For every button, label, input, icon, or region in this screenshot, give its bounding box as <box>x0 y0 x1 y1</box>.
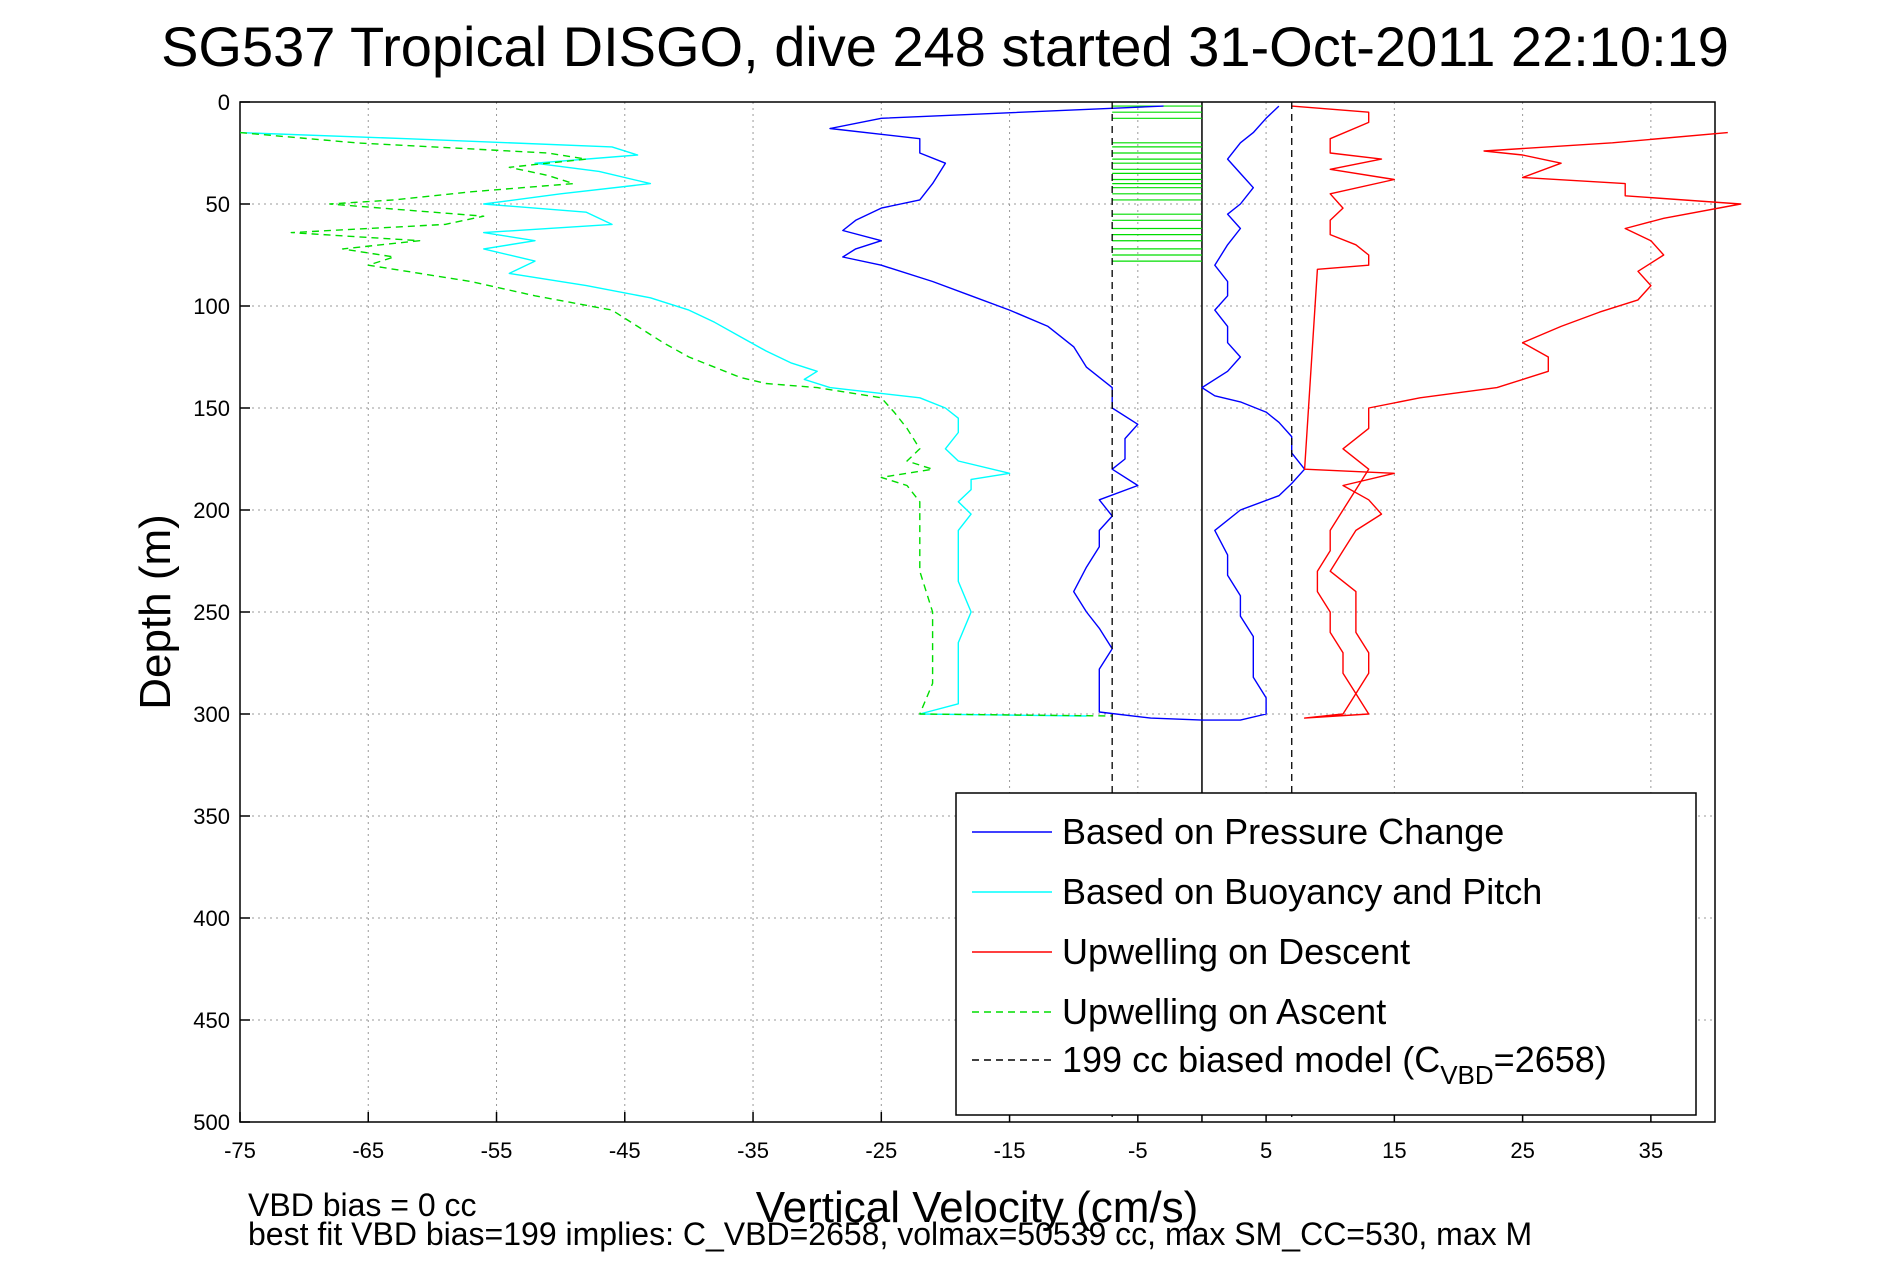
series-group <box>239 102 1742 1122</box>
x-tick-label: 35 <box>1639 1138 1663 1163</box>
y-axis-label: Depth (m) <box>131 514 180 710</box>
chart-title: SG537 Tropical DISGO, dive 248 started 3… <box>161 15 1729 78</box>
y-tick-label: 150 <box>193 396 230 421</box>
y-tick-label: 500 <box>193 1110 230 1135</box>
x-tick-labels: -75 -65 -55 -45 -35 -25 -15 -5 5 15 25 35 <box>224 1138 1663 1163</box>
series-line-2 <box>239 131 1087 717</box>
series-line-1 <box>829 105 1306 721</box>
x-tick-label: 5 <box>1260 1138 1272 1163</box>
y-tick-labels: 0 50 100 150 200 250 300 350 400 450 500 <box>193 90 230 1135</box>
plot-area <box>239 101 1716 1123</box>
y-tick-label: 0 <box>218 90 230 115</box>
x-tick-label: -35 <box>737 1138 769 1163</box>
y-tick-label: 450 <box>193 1008 230 1033</box>
footer-line-1: VBD bias = 0 cc <box>248 1187 477 1223</box>
x-tick-label: -15 <box>994 1138 1026 1163</box>
x-tick-label: -75 <box>224 1138 256 1163</box>
y-tick-label: 350 <box>193 804 230 829</box>
y-tick-label: 250 <box>193 600 230 625</box>
y-tick-label: 400 <box>193 906 230 931</box>
x-tick-label: -5 <box>1128 1138 1148 1163</box>
legend-label: Based on Buoyancy and Pitch <box>1062 871 1542 912</box>
legend-label: 199 cc biased model (CVBD=2658) <box>1062 1039 1607 1090</box>
y-tick-label: 200 <box>193 498 230 523</box>
y-tick-label: 50 <box>206 192 230 217</box>
legend-label: Based on Pressure Change <box>1062 811 1504 852</box>
y-tick-label: 300 <box>193 702 230 727</box>
series-line-3 <box>1291 105 1742 719</box>
x-tick-label: 15 <box>1382 1138 1406 1163</box>
legend-label: Upwelling on Descent <box>1062 931 1410 972</box>
x-tick-label: -65 <box>352 1138 384 1163</box>
x-tick-label: -55 <box>481 1138 513 1163</box>
x-tick-label: -25 <box>865 1138 897 1163</box>
x-tick-label: 25 <box>1510 1138 1534 1163</box>
footer-line-2: best fit VBD bias=199 implies: C_VBD=265… <box>248 1216 1532 1252</box>
legend: Based on Pressure Change Based on Buoyanc… <box>955 792 1697 1116</box>
legend-label: Upwelling on Ascent <box>1062 991 1386 1032</box>
x-tick-label: -45 <box>609 1138 641 1163</box>
series-line-4 <box>239 131 1113 717</box>
grid-lines <box>239 101 1715 1123</box>
x-axis-label: Vertical Velocity (cm/s) <box>756 1183 1199 1232</box>
y-tick-label: 100 <box>193 294 230 319</box>
legend-box <box>955 792 1697 1116</box>
